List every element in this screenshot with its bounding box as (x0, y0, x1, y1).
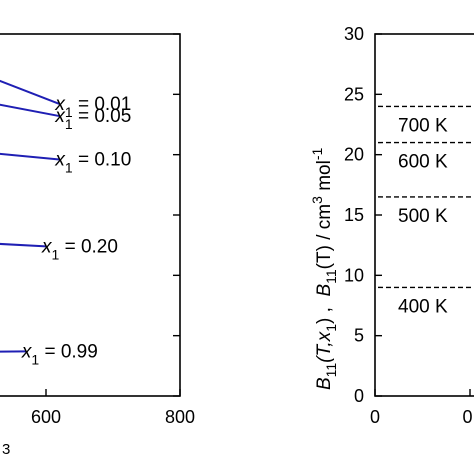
right-xtick-label-1: 0. (462, 407, 474, 427)
left-series-label-1: x1 = 0.05 (54, 106, 131, 132)
right-series-label-3: 400 K (398, 296, 448, 317)
right-panel: 0 5 10 15 20 25 30 0 0. 700 K 600 K 500 K 400 K B1… (309, 24, 474, 427)
right-ytick-label-0: 0 (354, 386, 364, 406)
right-ytick-label-5: 25 (344, 84, 364, 104)
left-series-line-1 (0, 103, 60, 118)
left-series-label-2: x1 = 0.10 (54, 149, 131, 175)
left-series-line-3 (0, 242, 47, 248)
left-series-label-3: x1 = 0.20 (41, 236, 118, 262)
left-series-label-4: x1 = 0.99 (21, 341, 98, 367)
left-xlabel-fragment: 3 (2, 441, 10, 458)
right-series-label-2: 500 K (398, 206, 448, 227)
right-ytick-label-4: 20 (344, 145, 364, 165)
left-xtick-label-1: 800 (165, 407, 195, 427)
right-series-label-0: 700 K (398, 115, 448, 136)
left-series-label-0: x1 = 0.01 (54, 94, 131, 120)
right-ytick-label-6: 30 (344, 24, 364, 44)
right-ytick-label-3: 15 (344, 205, 364, 225)
left-xtick-label-0: 600 (31, 407, 61, 427)
right-ytick-label-2: 10 (344, 265, 364, 285)
right-ytick-label-1: 5 (354, 326, 364, 346)
left-series-line-0 (0, 79, 60, 105)
left-series-line-4 (0, 350, 26, 353)
right-ylabel: B11(T,x1) , B11(T) / cm3 mol-1 (309, 148, 339, 390)
right-xtick-label-0: 0 (370, 407, 380, 427)
left-series-line-2 (0, 152, 60, 161)
right-series-label-1: 600 K (398, 152, 448, 173)
